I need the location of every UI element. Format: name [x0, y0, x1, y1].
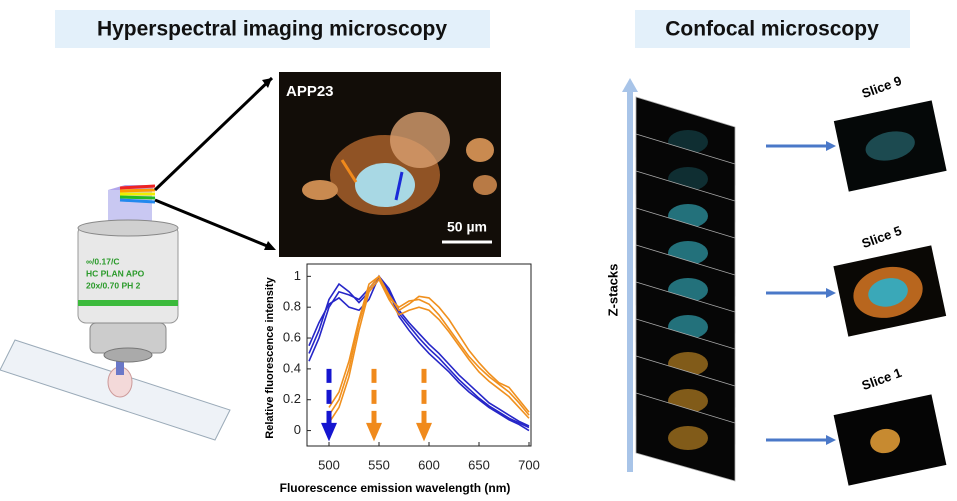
x-tick-label: 650 [468, 457, 490, 472]
scale-bar-label: 50 µm [447, 219, 487, 235]
wavelength-marker-head [366, 423, 382, 442]
spectrum-line [329, 279, 529, 422]
pointer [155, 78, 272, 190]
x-axis-label: Fluorescence emission wavelength (nm) [280, 481, 511, 495]
y-tick-label: 0.2 [283, 391, 301, 406]
header: Hyperspectral imaging microscopy [97, 18, 447, 41]
x-tick-label: 550 [368, 457, 390, 472]
stack-signal [668, 426, 708, 450]
slice-arrows [766, 141, 836, 445]
y-tick-label: 0.8 [283, 299, 301, 314]
slice-label: Slice 5 [860, 223, 904, 251]
x-tick-label: 600 [418, 457, 440, 472]
slice-image [834, 100, 947, 191]
plot-frame [307, 264, 531, 446]
y-tick-label: 0.6 [283, 329, 301, 344]
z-label: Z-stacks [605, 264, 620, 317]
objective: ∞/0.17/C HC PLAN APO 20x/0.70 PH 2 [78, 220, 178, 362]
wavelength-marker-head [321, 423, 337, 442]
z-arrow-head [622, 78, 638, 92]
x-tick-label: 700 [518, 457, 540, 472]
y-tick-label: 0.4 [283, 360, 301, 375]
header: Confocal microscopy [665, 18, 879, 41]
objective-label: ∞/0.17/C [86, 256, 119, 266]
spectrum-line [329, 276, 529, 415]
micrograph-label: APP23 [286, 83, 334, 100]
wavelength-marker-head [416, 423, 432, 442]
z-stack [636, 97, 735, 481]
slice-image [834, 394, 947, 485]
x-tick-label: 500 [318, 457, 340, 472]
micrograph: APP23 50 µm [279, 72, 501, 257]
objective-label: HC PLAN APO [86, 268, 145, 278]
slice-label: Slice 9 [860, 73, 904, 101]
y-tick-label: 1 [294, 268, 301, 283]
objective-label: 20x/0.70 PH 2 [86, 280, 141, 290]
y-tick-label: 0 [294, 422, 301, 437]
y-axis-label: Relative fluorescence intensity [264, 276, 276, 438]
slice-label: Slice 1 [860, 365, 904, 393]
figure: Hyperspectral imaging microscopy Confoca… [0, 0, 957, 496]
slice-image [833, 245, 946, 336]
